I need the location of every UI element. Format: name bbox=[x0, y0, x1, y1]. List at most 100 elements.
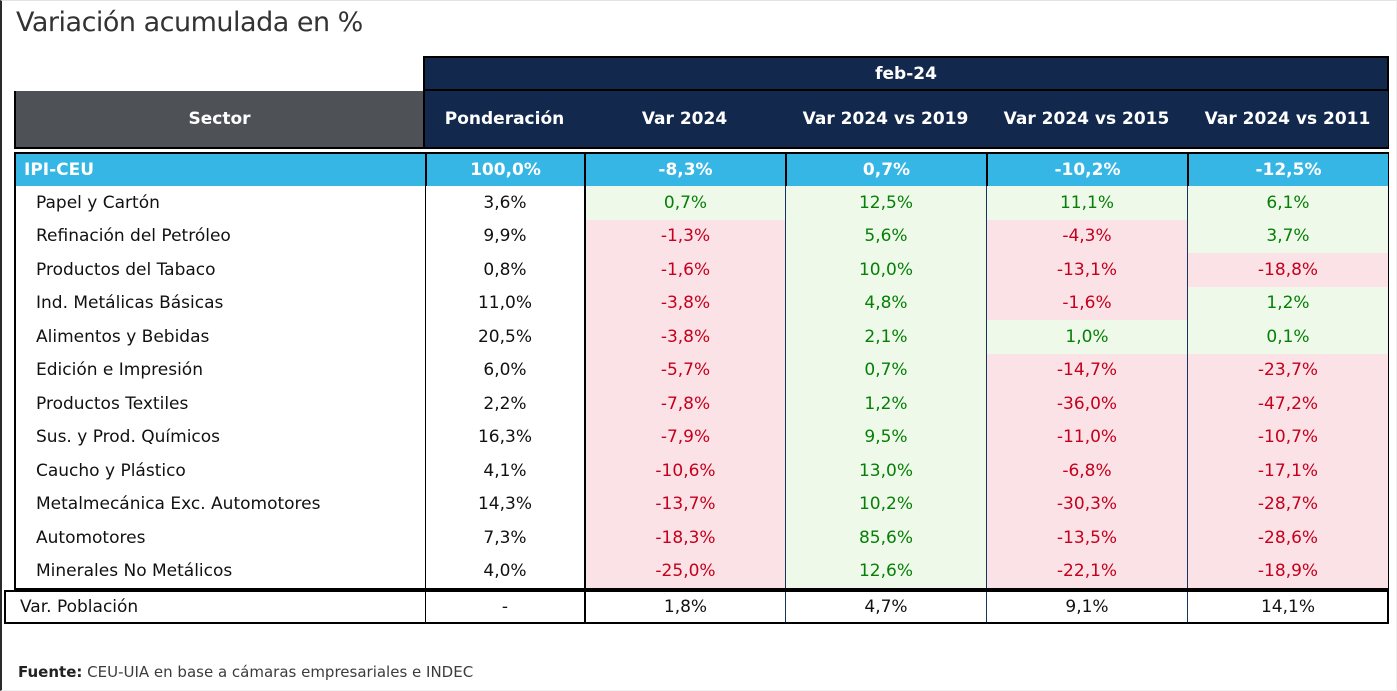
var2024-value: -25,0% bbox=[584, 554, 785, 588]
var-vs2015-value: -22,1% bbox=[986, 554, 1187, 588]
table-row: Papel y Cartón 3,6% 0,7% 12,5% 11,1% 6,1… bbox=[16, 186, 1391, 220]
period-header-band: feb-24 bbox=[423, 56, 1389, 91]
var-vs2011-value: -18,8% bbox=[1187, 253, 1388, 287]
ponderacion-value: 16,3% bbox=[425, 420, 584, 454]
ponderacion-value: 4,0% bbox=[425, 554, 584, 588]
var-vs2011-value: -10,7% bbox=[1187, 420, 1388, 454]
table-body: IPI-CEU 100,0% -8,3% 0,7% -10,2% -12,5% … bbox=[14, 152, 1389, 590]
var-vs2019-value: 13,0% bbox=[785, 454, 986, 488]
ponderacion-value: 0,8% bbox=[425, 253, 584, 287]
sector-name: Alimentos y Bebidas bbox=[36, 326, 210, 347]
ponderacion-value: 6,0% bbox=[425, 353, 584, 387]
var-vs2015-value: 11,1% bbox=[986, 186, 1187, 220]
var-vs2011-value: -17,1% bbox=[1187, 454, 1388, 488]
population-row-anchor: Var. Población - 1,8% 4,7% 9,1% 14,1% bbox=[4, 590, 1389, 626]
var2024-value: -1,3% bbox=[584, 219, 785, 253]
summary-var-vs2011: -12,5% bbox=[1187, 154, 1388, 186]
var2024-value: -13,7% bbox=[584, 487, 785, 521]
table-row: Alimentos y Bebidas 20,5% -3,8% 2,1% 1,0… bbox=[16, 320, 1391, 354]
var-vs2019-value: 85,6% bbox=[785, 521, 986, 555]
population-label: Var. Población bbox=[20, 597, 139, 617]
table-row: Ind. Metálicas Básicas 11,0% -3,8% 4,8% … bbox=[16, 286, 1391, 320]
var-vs2011-value: 6,1% bbox=[1187, 186, 1388, 220]
var-vs2019-value: 10,2% bbox=[785, 487, 986, 521]
ponderacion-value: 4,1% bbox=[425, 454, 584, 488]
table-row: Caucho y Plástico 4,1% -10,6% 13,0% -6,8… bbox=[16, 454, 1391, 488]
column-header-var-vs2011: Var 2024 vs 2011 bbox=[1187, 91, 1388, 147]
var-vs2019-value: 5,6% bbox=[785, 219, 986, 253]
population-row: Var. Población - 1,8% 4,7% 9,1% 14,1% bbox=[4, 590, 1389, 624]
sector-name: Ind. Metálicas Básicas bbox=[36, 293, 224, 314]
ponderacion-value: 20,5% bbox=[425, 320, 584, 354]
column-header-var-vs2015: Var 2024 vs 2015 bbox=[986, 91, 1187, 147]
table-row: Automotores 7,3% -18,3% 85,6% -13,5% -28… bbox=[16, 521, 1391, 555]
summary-row-ipi-ceu: IPI-CEU 100,0% -8,3% 0,7% -10,2% -12,5% bbox=[16, 154, 1391, 186]
column-header-var2024: Var 2024 bbox=[584, 91, 785, 147]
table-row: Minerales No Metálicos 4,0% -25,0% 12,6%… bbox=[16, 554, 1391, 588]
var-vs2011-value: -47,2% bbox=[1187, 387, 1388, 421]
source-text: CEU-UIA en base a cámaras empresariales … bbox=[82, 663, 474, 681]
var-vs2015-value: -13,1% bbox=[986, 253, 1187, 287]
var-vs2015-value: -14,7% bbox=[986, 353, 1187, 387]
ponderacion-value: 9,9% bbox=[425, 219, 584, 253]
var-vs2015-value: -4,3% bbox=[986, 219, 1187, 253]
var-vs2011-value: -28,6% bbox=[1187, 521, 1388, 555]
var-vs2019-value: 9,5% bbox=[785, 420, 986, 454]
var-vs2011-value: -18,9% bbox=[1187, 554, 1388, 588]
var-vs2011-value: -23,7% bbox=[1187, 353, 1388, 387]
var2024-value: -1,6% bbox=[584, 253, 785, 287]
var2024-value: -10,6% bbox=[584, 454, 785, 488]
var2024-value: -7,8% bbox=[584, 387, 785, 421]
var2024-value: -3,8% bbox=[584, 286, 785, 320]
table-row: Metalmecánica Exc. Automotores 14,3% -13… bbox=[16, 487, 1391, 521]
sector-name: Sus. y Prod. Químicos bbox=[36, 427, 221, 448]
table-row: Refinación del Petróleo 9,9% -1,3% 5,6% … bbox=[16, 219, 1391, 253]
summary-var2024: -8,3% bbox=[584, 154, 785, 186]
var-vs2015-value: -30,3% bbox=[986, 487, 1187, 521]
var-vs2019-value: 12,6% bbox=[785, 554, 986, 588]
period-header-label: feb-24 bbox=[875, 63, 937, 84]
variation-table: feb-24 Sector Ponderación Var 2024 Var 2… bbox=[4, 56, 1390, 626]
var-vs2011-value: 0,1% bbox=[1187, 320, 1388, 354]
var2024-value: 0,7% bbox=[584, 186, 785, 220]
var-vs2015-value: 1,0% bbox=[986, 320, 1187, 354]
var-vs2015-value: -13,5% bbox=[986, 521, 1187, 555]
column-header-sector: Sector bbox=[16, 91, 425, 147]
table-row: Sus. y Prod. Químicos 16,3% -7,9% 9,5% -… bbox=[16, 420, 1391, 454]
var2024-value: -3,8% bbox=[584, 320, 785, 354]
source-note: Fuente: CEU-UIA en base a cámaras empres… bbox=[18, 663, 473, 681]
var-vs2011-value: 1,2% bbox=[1187, 286, 1388, 320]
population-var-vs2011: 14,1% bbox=[1187, 592, 1388, 622]
summary-ponderacion: 100,0% bbox=[425, 154, 584, 186]
ponderacion-value: 14,3% bbox=[425, 487, 584, 521]
column-header-var-vs2019: Var 2024 vs 2019 bbox=[785, 91, 986, 147]
var-vs2019-value: 2,1% bbox=[785, 320, 986, 354]
var-vs2015-value: -11,0% bbox=[986, 420, 1187, 454]
var-vs2015-value: -36,0% bbox=[986, 387, 1187, 421]
summary-var-vs2015: -10,2% bbox=[986, 154, 1187, 186]
sector-name: Metalmecánica Exc. Automotores bbox=[36, 494, 321, 515]
var2024-value: -5,7% bbox=[584, 353, 785, 387]
sector-name: Productos Textiles bbox=[36, 393, 189, 414]
sector-name: Caucho y Plástico bbox=[36, 460, 186, 481]
table-row: Productos Textiles 2,2% -7,8% 1,2% -36,0… bbox=[16, 387, 1391, 421]
page-title: Variación acumulada en % bbox=[16, 7, 363, 38]
sector-name: Minerales No Metálicos bbox=[36, 561, 233, 582]
population-var2024: 1,8% bbox=[584, 592, 785, 622]
var2024-value: -18,3% bbox=[584, 521, 785, 555]
var-vs2011-value: -28,7% bbox=[1187, 487, 1388, 521]
table-header-row: Sector Ponderación Var 2024 Var 2024 vs … bbox=[14, 91, 1389, 149]
var-vs2019-value: 0,7% bbox=[785, 353, 986, 387]
source-label: Fuente: bbox=[18, 663, 83, 681]
population-var-vs2015: 9,1% bbox=[986, 592, 1187, 622]
column-header-ponderacion: Ponderación bbox=[425, 91, 584, 147]
sector-name: Edición e Impresión bbox=[36, 360, 203, 381]
ponderacion-value: 7,3% bbox=[425, 521, 584, 555]
var-vs2019-value: 10,0% bbox=[785, 253, 986, 287]
ponderacion-value: 3,6% bbox=[425, 186, 584, 220]
var-vs2019-value: 12,5% bbox=[785, 186, 986, 220]
table-row: Productos del Tabaco 0,8% -1,6% 10,0% -1… bbox=[16, 253, 1391, 287]
var-vs2015-value: -1,6% bbox=[986, 286, 1187, 320]
var2024-value: -7,9% bbox=[584, 420, 785, 454]
table-row: Edición e Impresión 6,0% -5,7% 0,7% -14,… bbox=[16, 353, 1391, 387]
